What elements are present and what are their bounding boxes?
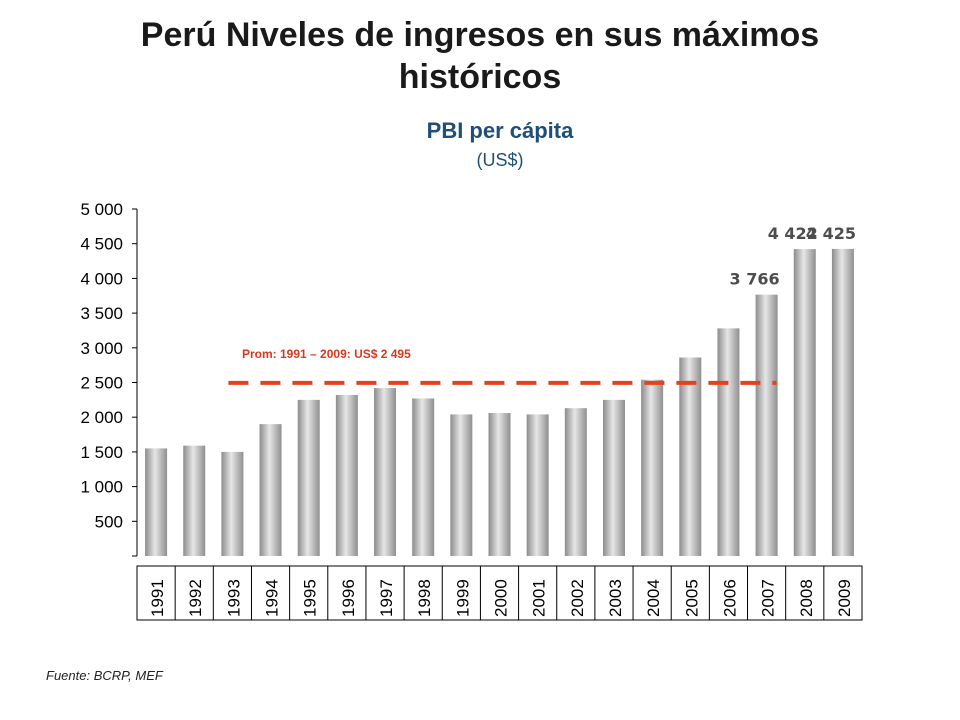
y-tick-label: 4 000 [80, 269, 123, 288]
y-tick-label: 2 500 [80, 374, 123, 393]
bar-2009 [831, 248, 854, 556]
x-tick-label-2007: 2007 [759, 579, 778, 617]
x-tick-label-2000: 2000 [492, 579, 511, 617]
bar-1999 [450, 414, 473, 556]
x-tick-label-2005: 2005 [682, 579, 701, 617]
x-tick-label-2009: 2009 [835, 579, 854, 617]
x-tick-label-1992: 1992 [186, 579, 205, 617]
data-label-2007: 3 766 [730, 270, 780, 289]
y-tick-label: 4 500 [80, 235, 123, 254]
bar-1992 [183, 445, 206, 556]
bar-2006 [717, 328, 740, 556]
y-tick-label: 500 [95, 512, 123, 531]
y-tick-label: 3 500 [80, 304, 123, 323]
chart-title: PBI per cápita [426, 118, 574, 143]
source-note: Fuente: BCRP, MEF [46, 668, 163, 683]
x-tick-label-1997: 1997 [377, 579, 396, 617]
x-tick-label-1995: 1995 [301, 579, 320, 617]
x-axis-frame [136, 565, 863, 621]
bar-2008 [793, 249, 816, 556]
page-title: Perú Niveles de ingresos en sus máximos … [140, 16, 820, 96]
bar-1994 [259, 424, 282, 556]
x-tick-label-1999: 1999 [453, 579, 472, 617]
x-tick-label-2003: 2003 [606, 579, 625, 617]
x-tick-label-2002: 2002 [568, 579, 587, 617]
bar-2003 [602, 399, 625, 556]
x-tick-label-1994: 1994 [263, 579, 282, 617]
bar-1998 [412, 398, 435, 556]
average-label: Prom: 1991 – 2009: US$ 2 495 [242, 347, 411, 361]
x-tick-label-2006: 2006 [720, 579, 739, 617]
bar-2001 [526, 414, 549, 556]
y-tick-label: 1 000 [80, 478, 123, 497]
bar-1995 [297, 399, 320, 556]
x-tick-label-1991: 1991 [148, 579, 167, 617]
bar-2007 [755, 294, 778, 556]
y-tick-label: 5 000 [80, 200, 123, 219]
bar-1993 [221, 451, 244, 556]
x-tick-label-1993: 1993 [224, 579, 243, 617]
bar-1991 [145, 448, 168, 556]
bar-1996 [335, 394, 358, 556]
y-tick-label: 2 000 [80, 408, 123, 427]
bar-1997 [374, 388, 397, 556]
x-tick-label-1996: 1996 [339, 579, 358, 617]
x-tick-label-2004: 2004 [644, 579, 663, 617]
data-label-2009: 4 425 [806, 224, 856, 243]
chart-unit: (US$) [476, 150, 524, 170]
y-tick-label: 1 500 [80, 443, 123, 462]
data-label-2008: 4 422 [768, 224, 818, 243]
bar-2005 [679, 357, 702, 556]
y-tick-label: 3 000 [80, 339, 123, 358]
bar-2004 [641, 379, 664, 556]
x-tick-label-2001: 2001 [530, 579, 549, 617]
bar-2000 [488, 413, 511, 556]
bar-2002 [564, 408, 587, 556]
x-tick-label-1998: 1998 [415, 579, 434, 617]
x-tick-label-2008: 2008 [797, 579, 816, 617]
